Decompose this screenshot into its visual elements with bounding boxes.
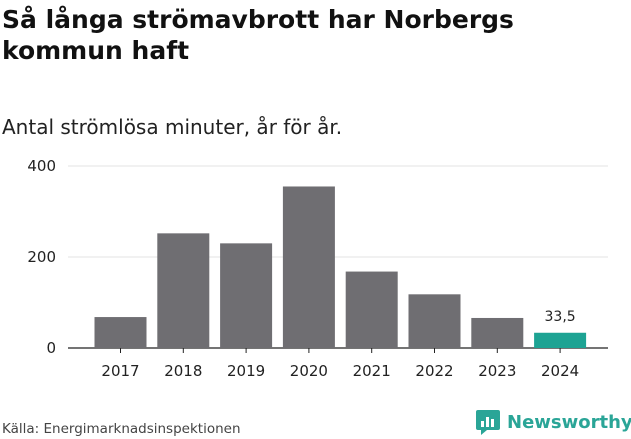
y-tick-label: 0 [46, 339, 56, 357]
source-note: Källa: Energimarknadsinspektionen [2, 421, 241, 437]
data-labels: 33,5 [545, 309, 576, 325]
brand-logo: Newsworthy [475, 407, 631, 437]
brand-name: Newsworthy [507, 411, 631, 433]
x-tick-label: 2023 [478, 362, 516, 380]
bar-2020 [282, 186, 335, 348]
data-label: 33,5 [545, 309, 576, 325]
x-tick-label: 2024 [541, 362, 579, 380]
x-tick-label: 2018 [164, 362, 202, 380]
bar-2019 [220, 243, 273, 348]
x-tick-label: 2022 [415, 362, 453, 380]
y-tick-label: 400 [27, 157, 56, 175]
chart-title: Så långa strömavbrott har Norbergs kommu… [2, 5, 514, 65]
y-tick-label: 200 [27, 248, 56, 266]
bar-chart: 0 200 400 2017 2018 2019 2020 2021 2022 2023 2024… [27, 157, 608, 380]
chart-subtitle: Antal strömlösa minuter, år för år. [2, 115, 343, 139]
bar-2018 [157, 233, 210, 348]
x-axis-ticks: 2017 2018 2019 2020 2021 2022 2023 2024 [101, 348, 579, 380]
x-tick-label: 2021 [353, 362, 391, 380]
y-axis-ticks: 0 200 400 [27, 157, 56, 357]
bar-2023 [471, 317, 524, 348]
x-tick-label: 2017 [101, 362, 139, 380]
bar-2017 [94, 317, 147, 348]
x-tick-label: 2020 [290, 362, 328, 380]
x-tick-label: 2019 [227, 362, 265, 380]
gridlines [68, 165, 608, 349]
bar-2024 [534, 332, 587, 348]
bar-2022 [408, 294, 461, 348]
bars [94, 186, 587, 348]
newsworthy-logo-icon [476, 410, 500, 435]
bar-2021 [345, 271, 398, 348]
